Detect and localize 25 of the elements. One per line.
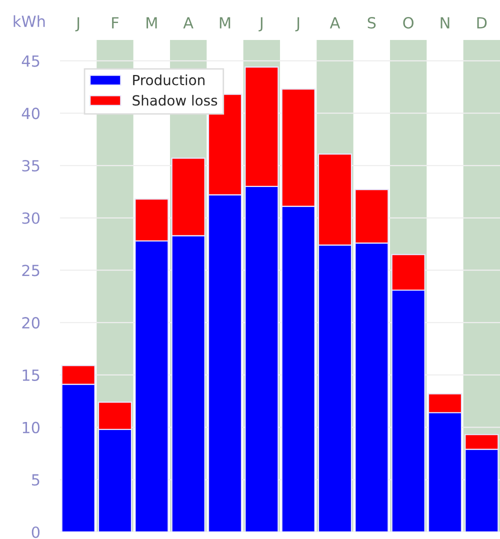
x-tick-label: S xyxy=(368,17,376,29)
x-tick-label: D xyxy=(477,17,487,28)
y-tick-label: 40 xyxy=(22,108,40,120)
x-tick-label: M xyxy=(220,17,230,28)
y-tick-label: 35 xyxy=(22,160,40,172)
legend-label: Shadow loss xyxy=(132,94,218,106)
y-tick-label: 20 xyxy=(22,317,40,329)
x-tick-label: J xyxy=(295,17,300,32)
x-tick-label: N xyxy=(440,17,450,28)
x-tick-label: J xyxy=(258,17,262,32)
x-tick-label: A xyxy=(183,17,194,28)
y-tick-label: 45 xyxy=(22,55,40,67)
legend-label: Production xyxy=(133,74,204,86)
y-tick-label: 25 xyxy=(22,264,40,276)
x-tick-label: J xyxy=(75,17,80,32)
x-tick-label: A xyxy=(330,17,340,28)
y-tick-label: 0 xyxy=(32,526,40,538)
y-axis-title: kWh xyxy=(14,15,45,27)
y-tick-label: 15 xyxy=(22,370,40,381)
x-tick-label: F xyxy=(112,17,119,28)
x-tick-label: O xyxy=(403,17,414,29)
y-tick-label: 30 xyxy=(22,212,40,224)
y-tick-label: 5 xyxy=(32,474,40,486)
y-tick-label: 10 xyxy=(22,422,40,434)
x-tick-label: M xyxy=(146,17,157,28)
